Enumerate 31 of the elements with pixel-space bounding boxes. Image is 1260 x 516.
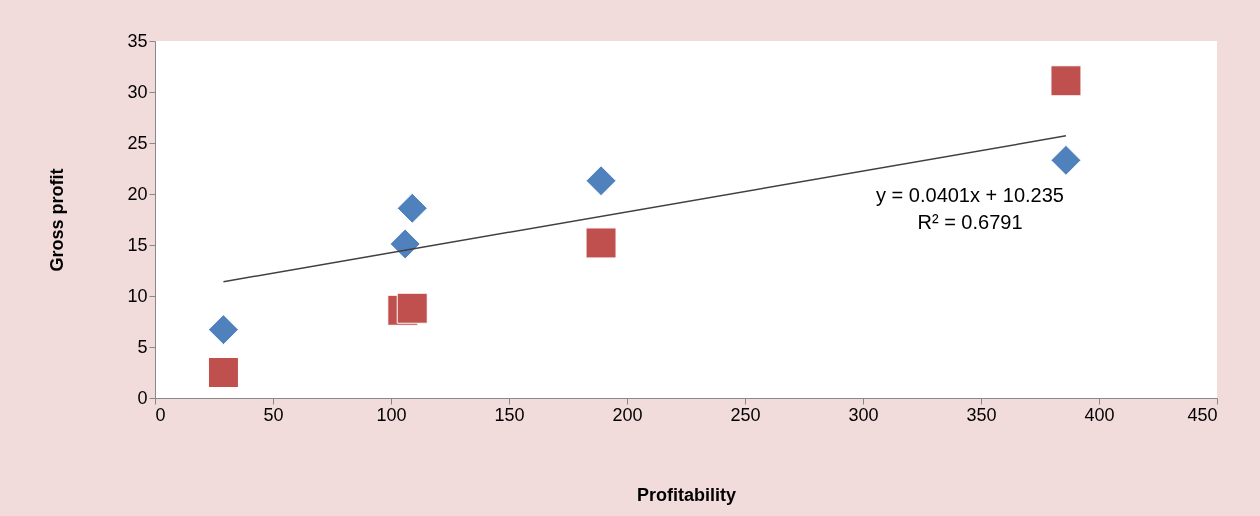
annotation: R² = 0.6791 <box>917 211 1023 233</box>
x-tick-label: 50 <box>263 404 284 425</box>
x-tick-label: 350 <box>966 404 997 425</box>
x-tick-label: 200 <box>612 404 643 425</box>
y-tick-label: 25 <box>127 132 148 153</box>
y-tick-label: 20 <box>127 183 148 204</box>
point <box>207 357 239 388</box>
x-tick-label: 150 <box>494 404 525 425</box>
x-tick-label: 100 <box>376 404 407 425</box>
point <box>207 314 239 346</box>
point <box>585 165 617 197</box>
point <box>1050 65 1082 97</box>
x-axis-title: Profitability <box>636 484 737 505</box>
x-tick-label: 250 <box>730 404 761 425</box>
y-tick-label: 35 <box>127 30 148 51</box>
y-tick-label: 30 <box>127 81 148 102</box>
point <box>396 292 428 324</box>
annotation: y = 0.0401x + 10.235 <box>876 184 1064 206</box>
point <box>585 227 617 259</box>
point <box>389 228 421 260</box>
y-tick-label: 10 <box>127 285 148 306</box>
y-axis-title: Gross profit <box>47 168 68 272</box>
y-tick-label: 15 <box>127 234 148 255</box>
point <box>396 192 428 224</box>
x-tick-label: 400 <box>1084 404 1115 425</box>
x-tick-label: 0 <box>155 404 166 425</box>
x-tick-label: 300 <box>848 404 879 425</box>
y-tick-label: 5 <box>137 336 148 357</box>
point <box>1050 144 1082 176</box>
y-tick-label: 0 <box>137 387 148 408</box>
x-tick-label: 450 <box>1187 404 1218 425</box>
